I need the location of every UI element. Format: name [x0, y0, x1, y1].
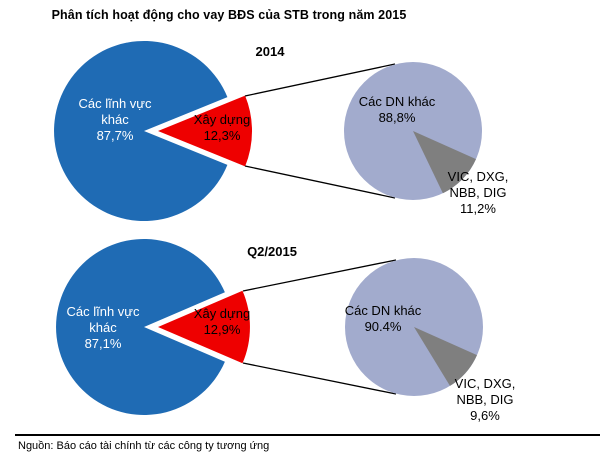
source-note: Nguồn: Báo cáo tài chính từ các công ty … [18, 440, 270, 452]
chart-group-q2-2015 [56, 239, 483, 416]
slice-label: Xây dựng [193, 112, 251, 127]
slice-value: 12,9% [203, 322, 241, 337]
slice-value: 12,3% [203, 128, 241, 143]
pie-2015-detail-vic-slice [414, 327, 477, 386]
chart-group-2014 [54, 41, 482, 222]
slice-label: Xây dựng [193, 306, 251, 321]
callout-line-2014-bottom [244, 165, 396, 199]
label-2015-vic-group: VIC, DXG, NBB, DIG 9,6% [441, 376, 529, 424]
label-2014-construction: Xây dựng 12,3% [180, 112, 264, 144]
footer-divider [15, 434, 600, 436]
slice-label: Các DN khác [358, 94, 436, 109]
slice-label: VIC, DXG, NBB, DIG [454, 376, 516, 407]
pie-2014-other-sectors-slice [54, 41, 228, 222]
slice-label: Các lĩnh vực khác [66, 304, 140, 335]
slice-value: 90.4% [364, 319, 402, 334]
label-2015-construction: Xây dựng 12,9% [180, 306, 264, 338]
slice-value: 87,7% [96, 128, 134, 143]
slice-label: VIC, DXG, NBB, DIG [447, 169, 509, 200]
pie-2014-construction-slice [158, 95, 253, 167]
pie-2015-construction-slice [158, 290, 250, 364]
label-2014-other-sectors: Các lĩnh vực khác 87,7% [70, 96, 160, 144]
label-2015-other-companies: Các DN khác 90.4% [338, 303, 428, 335]
period-label-q2-2015: Q2/2015 [247, 244, 297, 259]
pie-2014-detail-vic-slice [413, 131, 476, 194]
slice-value: 88,8% [378, 110, 416, 125]
pie-2015-other-sectors-slice [56, 239, 225, 416]
callout-line-2014-top [244, 63, 396, 97]
slice-value: 87,1% [84, 336, 122, 351]
period-label-2014: 2014 [255, 44, 285, 59]
callout-line-2015-bottom [242, 362, 397, 395]
slice-label: Các lĩnh vực khác [78, 96, 152, 127]
slice-value: 11,2% [460, 201, 496, 216]
callout-line-2015-top [242, 259, 397, 292]
slice-label: Các DN khác [344, 303, 422, 318]
label-2015-other-sectors: Các lĩnh vực khác 87,1% [58, 304, 148, 352]
slice-value: 9,6% [470, 408, 500, 423]
label-2014-vic-group: VIC, DXG, NBB, DIG 11,2% [434, 169, 522, 217]
chart-title: Phân tích hoạt động cho vay BĐS của STB … [51, 8, 407, 22]
label-2014-other-companies: Các DN khác 88,8% [352, 94, 442, 126]
